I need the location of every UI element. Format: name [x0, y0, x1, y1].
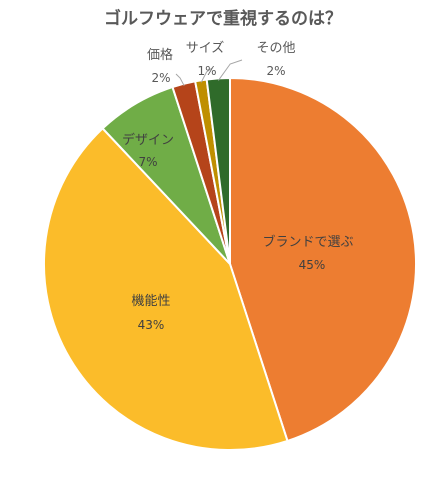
leader-line-other: [217, 59, 243, 81]
pie-slice-brand: [229, 76, 418, 443]
leader-lines: [175, 59, 243, 87]
slice-label-other-name: その他: [256, 41, 295, 56]
slice-label-design-value: 7%: [138, 155, 157, 169]
slice-label-price-value: 2%: [151, 71, 170, 85]
slice-label-function-value: 43%: [138, 318, 165, 332]
slice-label-design-name: デザイン: [122, 132, 174, 148]
slice-label-size-name: サイズ: [186, 40, 225, 56]
chart-title: ゴルフウェアで重視するのは？: [104, 8, 342, 29]
slice-label-size-value: 1%: [197, 64, 216, 78]
slice-label-brand-name: ブランドで選ぶ: [262, 234, 353, 250]
pie-slices: [43, 76, 418, 451]
pie-slice-function: [43, 126, 289, 451]
slice-label-brand-value: 45%: [299, 258, 326, 272]
slice-label-price-name: 価格: [147, 47, 173, 63]
slice-label-other-value: 2%: [266, 64, 285, 78]
slice-label-function-name: 機能性: [131, 294, 170, 309]
leader-line-size: [200, 67, 213, 83]
leader-line-price: [175, 73, 185, 87]
pie-slice-other: [205, 76, 231, 265]
